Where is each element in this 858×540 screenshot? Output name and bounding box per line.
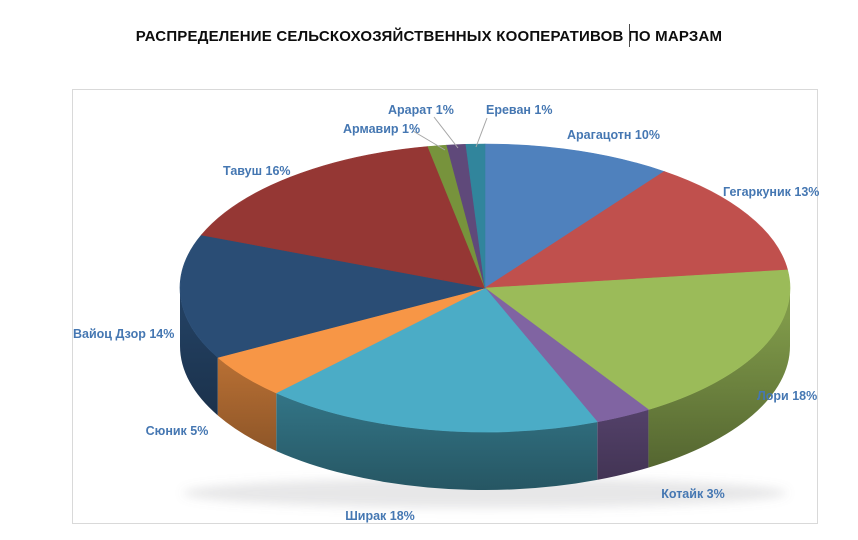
pie-slice-wall-6 bbox=[180, 288, 218, 416]
slice-label-9[interactable]: Арарат 1% bbox=[388, 103, 454, 117]
text-cursor-icon bbox=[629, 24, 630, 47]
pie-slice-7[interactable] bbox=[200, 146, 486, 289]
pie-slice-top-0 bbox=[484, 143, 665, 289]
slice-label-2[interactable]: Лори 18% bbox=[757, 389, 817, 403]
chart-title[interactable]: РАСПРЕДЕЛЕНИЕ СЕЛЬСКОХОЗЯЙСТВЕННЫХ КООПЕ… bbox=[135, 28, 723, 45]
slice-label-0[interactable]: Арагацотн 10% bbox=[567, 128, 660, 142]
pie-slice-top-7 bbox=[200, 146, 486, 289]
slice-label-5[interactable]: Сюник 5% bbox=[146, 424, 209, 438]
pie-slice-2[interactable] bbox=[484, 269, 791, 468]
pie-slice-top-6 bbox=[179, 234, 486, 358]
slice-label-6[interactable]: Вайоц Дзор 14% bbox=[73, 327, 174, 341]
leader-line-9 bbox=[433, 116, 459, 149]
pie-slice-top-4 bbox=[275, 287, 598, 433]
pie-slice-wall-5 bbox=[217, 357, 277, 451]
pie-slice-top-10 bbox=[465, 143, 486, 289]
pie-slice-1[interactable] bbox=[483, 171, 788, 289]
pie-slice-10[interactable] bbox=[465, 143, 486, 289]
pie-slice-top-1 bbox=[483, 171, 788, 289]
pie-slice-4[interactable] bbox=[275, 287, 598, 491]
pie-slice-wall-3 bbox=[597, 409, 649, 480]
slice-label-1[interactable]: Гегаркуник 13% bbox=[723, 185, 819, 199]
pie-slice-wall-2 bbox=[648, 288, 791, 468]
slice-label-3[interactable]: Котайк 3% bbox=[661, 487, 725, 501]
pie-slice-wall-4 bbox=[276, 392, 598, 491]
slice-label-10[interactable]: Ереван 1% bbox=[486, 103, 553, 117]
pie-slice-0[interactable] bbox=[484, 143, 665, 289]
slice-label-8[interactable]: Армавир 1% bbox=[343, 122, 420, 136]
slice-label-7[interactable]: Тавуш 16% bbox=[223, 164, 291, 178]
pie-slice-6[interactable] bbox=[179, 234, 486, 416]
pie-slice-3[interactable] bbox=[484, 287, 650, 480]
slice-label-4[interactable]: Ширак 18% bbox=[345, 509, 415, 523]
pie-shadow bbox=[183, 478, 787, 508]
pie-slice-top-2 bbox=[484, 269, 791, 410]
leader-line-8 bbox=[412, 130, 446, 151]
leader-line-10 bbox=[475, 117, 488, 148]
